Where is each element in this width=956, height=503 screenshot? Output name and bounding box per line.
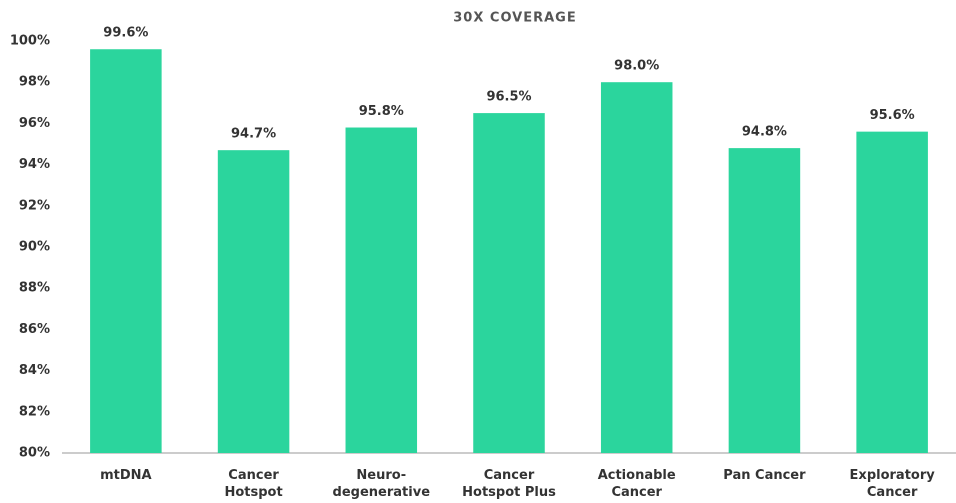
y-tick-label: 92% — [19, 198, 50, 213]
data-label: 94.7% — [231, 127, 276, 142]
bar — [90, 49, 162, 454]
x-tick-label: Cancer Hotspot — [224, 468, 283, 500]
data-label: 94.8% — [742, 125, 787, 140]
y-tick-label: 84% — [19, 363, 50, 378]
y-tick-label: 82% — [19, 404, 50, 419]
y-tick-label: 94% — [19, 157, 50, 172]
x-tick-label: Actionable Cancer — [597, 468, 676, 500]
data-label: 95.6% — [870, 108, 915, 123]
y-tick-label: 80% — [19, 446, 50, 461]
x-tick-label: Exploratory Cancer — [849, 468, 935, 500]
data-label: 98.0% — [614, 59, 659, 74]
x-tick-label: mtDNA — [100, 468, 152, 483]
x-tick-label: Neuro-degenerative — [332, 468, 431, 500]
y-tick-label: 88% — [19, 281, 50, 296]
bar — [728, 148, 801, 453]
data-label: 96.5% — [486, 90, 531, 105]
bar — [473, 113, 545, 453]
x-tick-label: Cancer Hotspot Plus — [462, 468, 556, 500]
chart-title: 30X COVERAGE — [453, 11, 576, 26]
y-tick-label: 86% — [19, 322, 50, 337]
data-label: 95.8% — [359, 104, 404, 119]
data-label: 99.6% — [103, 26, 148, 41]
bar — [345, 127, 418, 454]
y-tick-label: 90% — [19, 240, 50, 255]
x-tick-label: Pan Cancer — [723, 468, 806, 483]
bar — [600, 82, 673, 453]
y-tick-label: 98% — [19, 75, 50, 90]
y-tick-label: 96% — [19, 116, 50, 131]
y-tick-label: 100% — [10, 34, 50, 49]
bar — [217, 150, 290, 453]
bar — [856, 131, 928, 453]
